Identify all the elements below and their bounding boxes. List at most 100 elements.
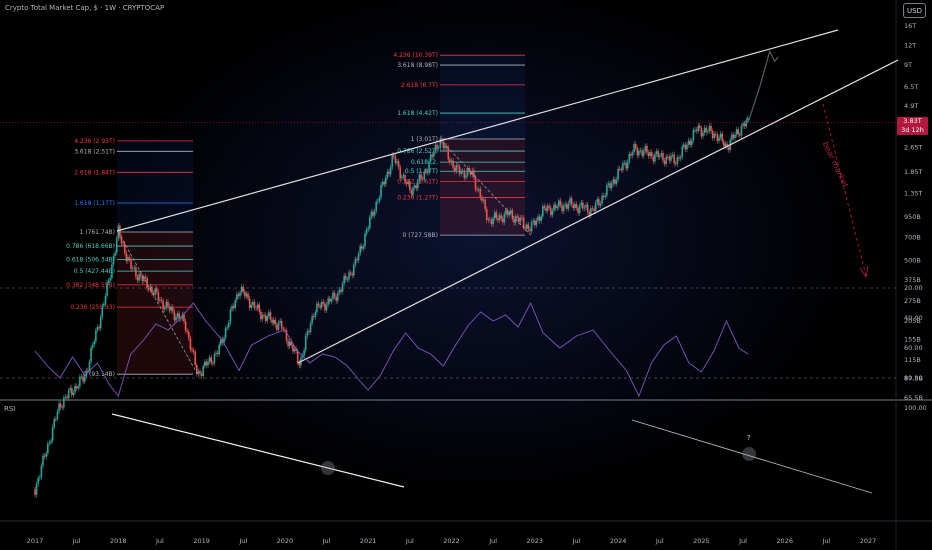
candle-body [242,286,245,292]
candle-body [210,357,213,364]
candle-body [650,152,653,157]
candle-body [298,362,301,366]
candle-body [122,243,124,245]
candle-body [279,320,281,323]
candle-body [301,355,304,358]
candle-body [91,344,94,348]
x-tick-label: 2023 [527,537,544,545]
candle-body [412,187,414,195]
candle-body [686,144,688,150]
rsi-tick-label: 60.00 [904,344,923,352]
candle-body [192,350,195,352]
candle-body [370,211,373,218]
candle-body [234,300,237,308]
fib-2018-retrace-zone [117,231,193,375]
candle-body [420,174,422,179]
candle-body [80,376,83,378]
candle-body [405,182,408,185]
candle-body [340,289,342,292]
candle-body [684,144,687,150]
candle-body [457,165,459,167]
fib-2022-ext-zone [440,55,525,140]
candle-body [508,212,510,216]
candle-body [255,307,257,309]
candle-body [237,294,240,297]
candle-body [311,316,313,324]
candle-body [687,140,690,145]
candle-body [322,301,325,304]
candle-body [425,171,427,173]
candle-body [692,129,695,141]
x-tick-label: 2019 [193,537,210,545]
candle-body [120,236,123,244]
candle-body [349,272,352,274]
candle-body [473,170,475,178]
candle-body [360,246,363,249]
rsi-tick-label: 100.00 [904,404,927,412]
candle-body [567,203,570,209]
candle-body [694,129,696,131]
y-tick-label: 12T [904,41,916,49]
candle-body [119,225,121,237]
candle-body [583,207,586,209]
candle-body [143,276,145,282]
candle-body [413,185,416,188]
candle-body [125,252,128,262]
candle-body [501,218,504,223]
candle-body [658,155,661,157]
candle-body [34,489,36,495]
candle-body [676,157,679,165]
fib-2018-level-label: 1.618 (1.17T) [74,200,115,207]
candle-body [436,144,438,149]
candle-body [481,197,483,201]
candle-body [715,133,717,135]
candle-body [59,403,62,408]
candle-body [106,282,108,296]
candle-body [447,147,450,160]
candle-body [266,316,269,321]
x-tick-label: Jul [572,537,581,545]
candle-body [79,376,81,387]
candle-body [111,264,113,278]
candle-body [524,227,526,229]
fib-2018-level-label: 0.382 (348.55B) [66,282,115,289]
candle-body [325,304,328,311]
candle-body [37,478,40,484]
candle-body [626,161,629,169]
candle-body [236,294,238,301]
candle-body [495,212,498,218]
candle-body [623,162,626,164]
y-tick-label: 950B [904,213,921,221]
candle-body [260,311,262,320]
candle-body [290,341,293,346]
fib-2018-level-label: 4.236 (2.93T) [74,138,115,145]
candle-body [348,272,350,280]
candle-body [580,202,583,206]
candle-body [344,275,347,280]
candle-body [618,168,621,170]
candle-body [666,156,669,158]
rsi-trendline-2 [631,419,873,494]
candle-body [383,181,386,185]
x-tick-label: Jul [72,537,81,545]
candle-body [747,117,749,121]
x-tick-label: Jul [155,537,164,545]
candle-body [239,292,241,297]
candle-body [698,125,701,129]
candle-body [564,204,567,206]
candle-body [179,318,182,320]
candle-body [418,174,421,182]
x-tick-label: 2022 [443,537,460,545]
y-tick-label: 9T [904,61,912,69]
candle-body [98,326,100,329]
candle-body [93,341,96,345]
currency-button[interactable]: USD [903,3,926,18]
candle-body [602,195,605,198]
candle-body [662,153,664,161]
y-tick-label: 205B [904,317,921,325]
candle-body [343,275,345,284]
rsi-trendline-1 [111,413,405,488]
candle-body [522,217,525,228]
candle-body [426,171,429,173]
